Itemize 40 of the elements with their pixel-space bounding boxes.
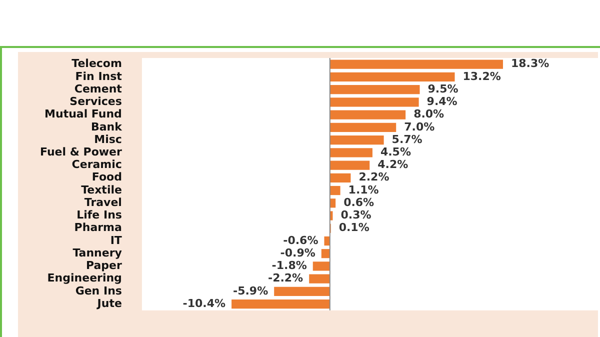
y-tick-label: Engineering xyxy=(47,272,122,285)
data-label: -1.8% xyxy=(272,259,307,272)
data-label: 4.5% xyxy=(380,146,411,159)
y-tick-label: Ceramic xyxy=(72,158,122,172)
y-tick-label: Pharma xyxy=(74,221,122,234)
y-tick-label: Fin Inst xyxy=(75,70,122,83)
y-tick-label: Life Ins xyxy=(76,208,122,222)
y-tick-label: Food xyxy=(92,170,122,184)
data-label: 9.4% xyxy=(426,95,458,108)
data-label: -10.4% xyxy=(182,296,226,310)
y-tick-label: Tannery xyxy=(72,246,122,260)
data-label: 4.2% xyxy=(378,158,408,172)
data-label: 5.7% xyxy=(392,132,422,146)
y-tick-label: Misc xyxy=(94,132,122,146)
y-tick-label: Bank xyxy=(90,120,123,134)
data-label: 18.3% xyxy=(510,57,550,70)
y-tick-label: Travel xyxy=(84,196,122,209)
data-label: 0.3% xyxy=(340,208,372,222)
y-tick-label: Cement xyxy=(74,82,122,96)
data-label: 7.0% xyxy=(404,120,435,134)
data-label: -5.9% xyxy=(233,284,268,298)
y-tick-label: Fuel & Power xyxy=(40,146,123,159)
data-label: 0.6% xyxy=(344,196,374,209)
y-tick-label: Textile xyxy=(81,183,122,196)
data-label: 9.5% xyxy=(428,82,458,96)
data-label: 2.2% xyxy=(358,170,390,184)
data-label: 1.1% xyxy=(348,183,379,196)
y-tick-label: IT xyxy=(110,234,122,247)
data-label: 8.0% xyxy=(414,108,444,121)
data-label: -0.6% xyxy=(283,234,318,247)
y-tick-label: Paper xyxy=(86,259,123,272)
data-label: -2.2% xyxy=(268,272,304,285)
y-tick-label: Mutual Fund xyxy=(44,108,122,121)
y-tick-label: Gen Ins xyxy=(75,284,122,298)
data-label: 13.2% xyxy=(462,70,501,83)
y-tick-label: Jute xyxy=(96,296,122,310)
data-label: 0.1% xyxy=(338,221,370,234)
y-tick-label: Services xyxy=(70,95,122,108)
data-label: -0.9% xyxy=(280,246,316,260)
y-tick-label: Telecom xyxy=(72,57,122,70)
